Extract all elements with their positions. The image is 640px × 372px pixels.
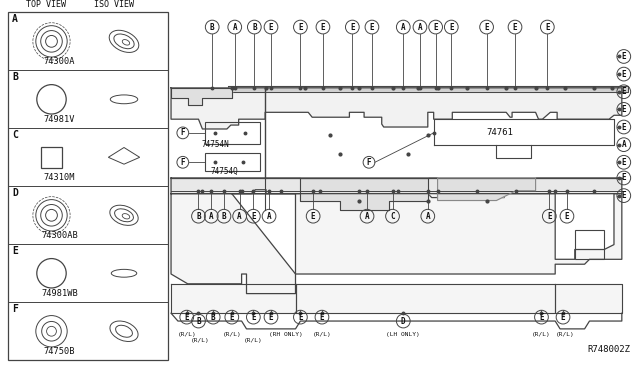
Text: (R/L): (R/L) <box>244 338 263 343</box>
Text: E: E <box>621 105 626 114</box>
Bar <box>205 154 260 171</box>
Text: (R/L): (R/L) <box>556 332 574 337</box>
Polygon shape <box>171 284 296 313</box>
Text: B: B <box>211 312 216 322</box>
Text: E: E <box>251 312 255 322</box>
Bar <box>575 230 604 259</box>
Text: E: E <box>298 23 303 32</box>
Polygon shape <box>232 194 622 274</box>
Text: E: E <box>370 23 374 32</box>
Text: E: E <box>251 212 255 221</box>
Text: (RH ONLY): (RH ONLY) <box>269 332 303 337</box>
Text: E: E <box>484 23 489 32</box>
Polygon shape <box>171 194 296 294</box>
Text: 74300A: 74300A <box>44 57 75 67</box>
Text: E: E <box>621 52 626 61</box>
Text: 74754Q: 74754Q <box>211 167 238 176</box>
Text: F: F <box>12 304 18 314</box>
Text: TOP VIEW: TOP VIEW <box>26 0 66 9</box>
Text: F: F <box>180 128 185 137</box>
Text: A: A <box>418 23 422 32</box>
Bar <box>8 12 168 360</box>
Text: E: E <box>269 312 273 322</box>
Text: A: A <box>621 140 626 149</box>
Text: E: E <box>319 312 324 322</box>
Text: (R/L): (R/L) <box>312 332 332 337</box>
Text: 74981WB: 74981WB <box>41 289 77 298</box>
Polygon shape <box>555 284 622 313</box>
Polygon shape <box>296 284 555 313</box>
Polygon shape <box>300 178 428 210</box>
Text: E: E <box>298 312 303 322</box>
Text: E: E <box>545 23 550 32</box>
Text: E: E <box>621 87 626 96</box>
Text: E: E <box>539 312 544 322</box>
Text: E: E <box>433 23 438 32</box>
Text: A: A <box>12 14 18 24</box>
Bar <box>41 147 62 168</box>
Text: B: B <box>12 72 18 82</box>
Text: R748002Z: R748002Z <box>588 345 630 355</box>
Polygon shape <box>171 178 622 198</box>
Text: E: E <box>449 23 454 32</box>
Text: A: A <box>267 212 271 221</box>
Text: E: E <box>350 23 355 32</box>
Text: (R/L): (R/L) <box>223 332 241 337</box>
Text: 74310M: 74310M <box>44 173 75 182</box>
Text: E: E <box>513 23 517 32</box>
Text: (R/L): (R/L) <box>177 332 196 337</box>
Text: E: E <box>564 212 569 221</box>
Polygon shape <box>171 88 622 129</box>
Text: B: B <box>196 212 201 221</box>
Text: E: E <box>621 173 626 183</box>
Text: (R/L): (R/L) <box>191 338 210 343</box>
Text: E: E <box>621 122 626 132</box>
Polygon shape <box>228 86 628 92</box>
Polygon shape <box>438 178 536 201</box>
Text: A: A <box>237 212 242 221</box>
Text: D: D <box>12 188 18 198</box>
Text: E: E <box>321 23 325 32</box>
Text: E: E <box>269 23 273 32</box>
Text: F: F <box>367 158 371 167</box>
Text: C: C <box>12 130 18 140</box>
Text: B: B <box>210 23 214 32</box>
Text: 74761: 74761 <box>486 128 513 137</box>
Text: C: C <box>390 212 395 221</box>
Text: E: E <box>621 70 626 78</box>
Text: 74981V: 74981V <box>44 115 75 124</box>
Text: A: A <box>426 212 430 221</box>
Polygon shape <box>171 88 232 105</box>
Text: B: B <box>221 212 227 221</box>
Text: E: E <box>184 312 189 322</box>
Text: D: D <box>401 317 406 326</box>
Text: 74300AB: 74300AB <box>41 231 77 240</box>
Bar <box>205 122 260 144</box>
Text: A: A <box>401 23 406 32</box>
Text: ISO VIEW: ISO VIEW <box>94 0 134 9</box>
Text: E: E <box>547 212 552 221</box>
Text: E: E <box>230 312 234 322</box>
Text: 74750B: 74750B <box>44 347 75 356</box>
Text: E: E <box>561 312 565 322</box>
Text: E: E <box>621 191 626 200</box>
Text: F: F <box>180 158 185 167</box>
Text: B: B <box>252 23 257 32</box>
Text: E: E <box>311 212 316 221</box>
Text: (LH ONLY): (LH ONLY) <box>387 332 420 337</box>
Text: E: E <box>621 158 626 167</box>
Text: A: A <box>209 212 214 221</box>
Text: 74754N: 74754N <box>202 140 229 148</box>
Text: E: E <box>12 246 18 256</box>
Text: A: A <box>232 23 237 32</box>
Text: A: A <box>365 212 369 221</box>
Text: (R/L): (R/L) <box>532 332 551 337</box>
Text: B: B <box>196 317 201 326</box>
